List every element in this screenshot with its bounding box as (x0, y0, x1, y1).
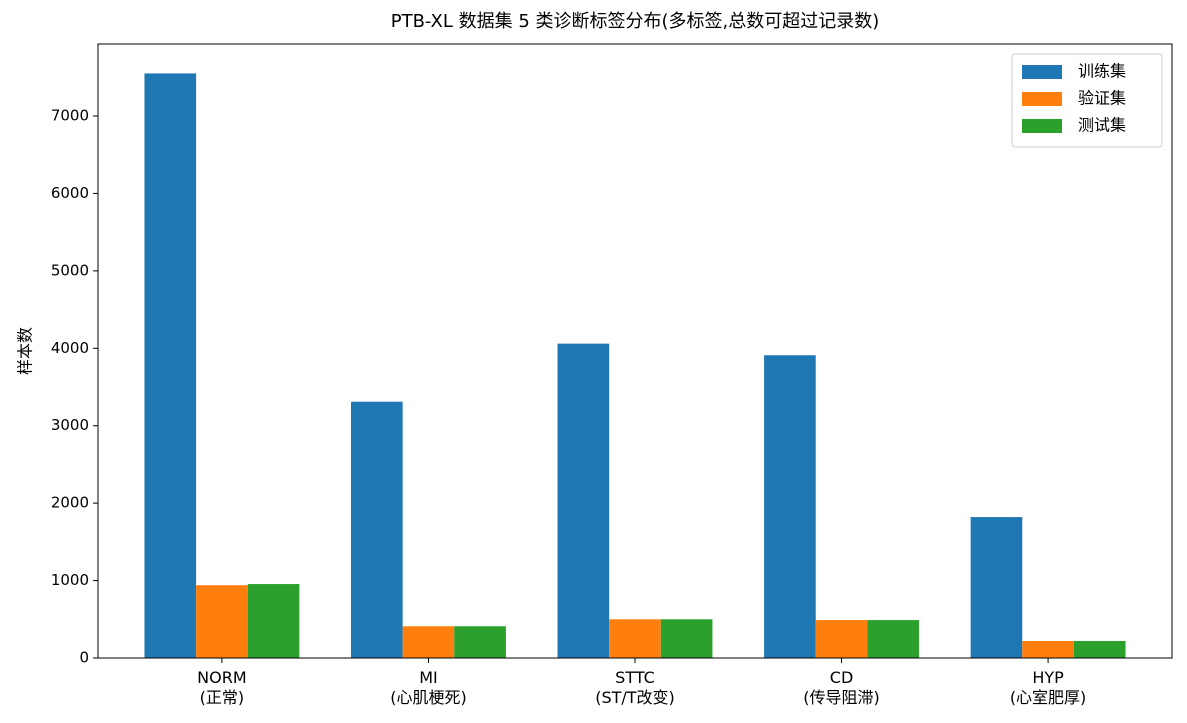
bar (660, 619, 713, 658)
y-tick-label: 6000 (51, 184, 89, 202)
bar (970, 517, 1023, 658)
y-tick-label: 5000 (51, 261, 89, 279)
legend-swatch (1022, 92, 1062, 106)
x-tick-label: CD (传导阻滞) (803, 668, 880, 707)
y-axis-label: 样本数 (16, 327, 35, 375)
x-tick-label: MI (心肌梗死) (390, 668, 467, 707)
bar (196, 585, 248, 658)
y-tick-label: 4000 (51, 339, 89, 357)
bar (351, 401, 403, 658)
legend-label: 训练集 (1078, 62, 1126, 81)
bar (557, 343, 610, 658)
y-tick-label: 1000 (51, 571, 89, 589)
legend-label: 验证集 (1078, 89, 1126, 108)
bar (144, 73, 197, 659)
bar (454, 626, 506, 658)
legend-label: 测试集 (1078, 116, 1126, 135)
legend-swatch (1022, 119, 1062, 133)
bar (815, 620, 868, 658)
bar (247, 584, 300, 658)
x-tick-label: NORM (正常) (197, 668, 247, 707)
x-tick-label: HYP (心室肥厚) (1009, 668, 1087, 707)
y-tick-label: 7000 (51, 107, 89, 125)
y-tick-label: 3000 (51, 416, 89, 434)
y-tick-label: 0 (79, 649, 89, 667)
chart-title: PTB-XL 数据集 5 类诊断标签分布(多标签,总数可超过记录数) (391, 11, 880, 32)
bar (867, 620, 919, 658)
bar (609, 619, 661, 658)
bar (764, 355, 816, 658)
bar (1022, 640, 1074, 658)
plot-frame (97, 43, 1173, 659)
y-tick-label: 2000 (51, 494, 89, 512)
bar (402, 626, 455, 658)
legend-swatch (1022, 65, 1062, 79)
x-tick-label: STTC (ST/T改变) (595, 668, 675, 707)
bar (1073, 640, 1126, 658)
